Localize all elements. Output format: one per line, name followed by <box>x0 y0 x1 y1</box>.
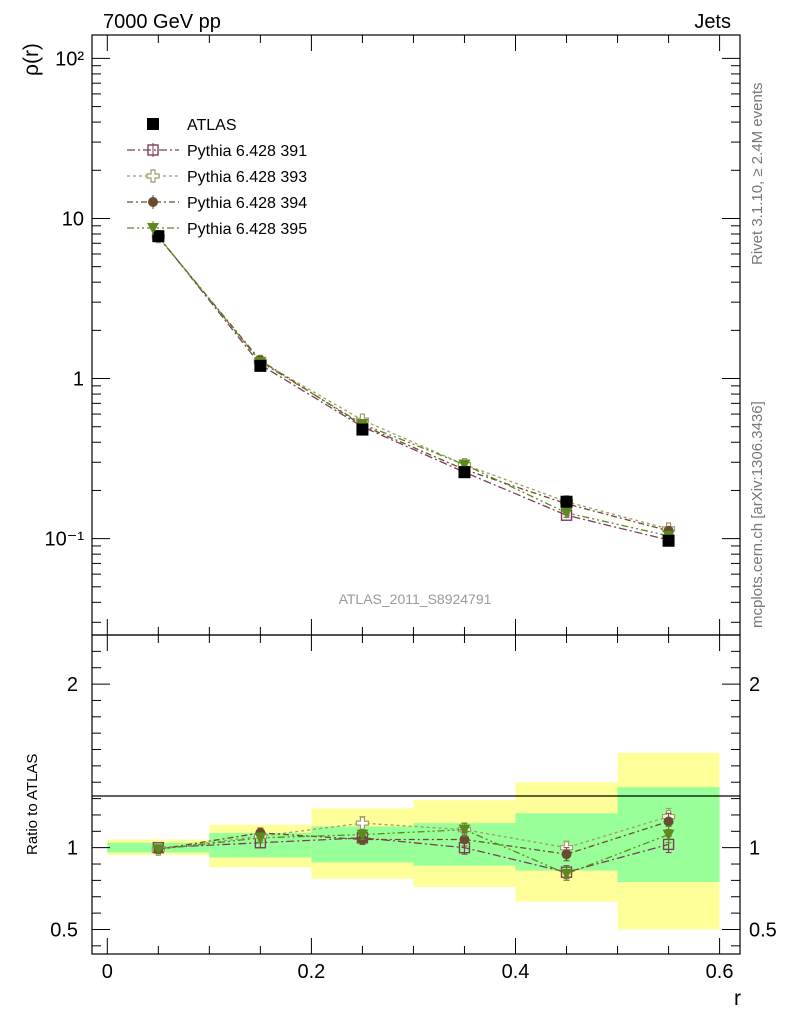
ratio-frame <box>91 634 741 955</box>
legend-item: ATLAS <box>147 117 237 134</box>
ratio-data-point <box>663 816 674 827</box>
series-pythia-6-428-395 <box>152 231 675 542</box>
data-point <box>458 466 471 479</box>
data-point <box>458 459 471 471</box>
ratio-series-line <box>158 829 669 875</box>
ratio-y-tick-label: 0.5 <box>50 919 78 941</box>
mcplots-label: mcplots.cern.ch [arXiv:1306.3436] <box>749 401 766 628</box>
energy-label: 7000 GeV pp <box>103 11 221 33</box>
x-tick-label: 0.6 <box>706 961 734 983</box>
main-y-axis-label: ρ(r) <box>20 43 43 76</box>
legend-item: Pythia 6.428 394 <box>127 195 307 212</box>
ratio-data-point <box>356 829 369 841</box>
series-line <box>157 236 669 532</box>
data-point <box>356 423 369 436</box>
data-point <box>662 534 675 547</box>
process-label: Jets <box>694 11 731 33</box>
series-line <box>157 236 669 530</box>
x-tick-label: 0.2 <box>297 961 325 983</box>
ratio-data-point <box>458 824 471 836</box>
data-point <box>560 507 573 519</box>
ratio-y-tick-label: 2 <box>67 674 78 696</box>
x-axis-label: r <box>734 987 741 1010</box>
legend-marker <box>147 144 159 156</box>
legend-marker <box>147 118 159 130</box>
ratio-data-point <box>459 834 470 845</box>
data-point <box>152 230 165 243</box>
ratio-y-tick-label-right: 0.5 <box>749 919 777 941</box>
ratio-series-line <box>158 820 669 855</box>
ratio-data-point <box>254 832 267 844</box>
main-y-tick-label: 10 <box>62 208 84 230</box>
series-atlas <box>152 230 675 547</box>
legend-label: Pythia 6.428 393 <box>187 169 307 186</box>
ratio-data-point <box>355 816 370 830</box>
main-panel: 10⁻¹ 1 10 10² <box>45 34 741 636</box>
legend-item: Pythia 6.428 395 <box>127 221 307 238</box>
ratio-y-axis-label: Ratio to ATLAS <box>24 754 41 855</box>
main-y-tick-label: 1 <box>73 369 84 391</box>
ratio-y-tick-label: 1 <box>67 838 78 860</box>
series-pythia-6-428-391 <box>152 230 675 546</box>
series-pythia-6-428-393 <box>151 230 676 536</box>
ratio-data-point <box>561 849 572 860</box>
legend-item: Pythia 6.428 393 <box>127 169 307 186</box>
rivet-label: Rivet 3.1.10, ≥ 2.4M events <box>749 83 766 266</box>
ratio-data-point <box>152 844 165 856</box>
x-tick-label: 0 <box>102 961 113 983</box>
legend-item: Pythia 6.428 391 <box>127 143 307 160</box>
analysis-watermark: ATLAS_2011_S8924791 <box>339 591 492 607</box>
ratio-series-pythia-6-428-395 <box>152 822 675 881</box>
data-point <box>254 359 267 372</box>
ratio-series-line <box>158 837 669 873</box>
x-tick-label: 0.4 <box>502 961 530 983</box>
series-line <box>157 235 669 541</box>
main-y-tick-label: 10² <box>55 48 84 70</box>
legend-label: ATLAS <box>187 117 237 134</box>
legend-label: Pythia 6.428 391 <box>187 143 307 160</box>
legend-marker <box>146 169 160 183</box>
ratio-data-point <box>662 829 675 841</box>
ratio-y-tick-label-right: 2 <box>749 674 760 696</box>
data-point <box>560 495 573 508</box>
legend: ATLAS Pythia 6.428 391 Pythia 6.428 393 Pyt… <box>127 117 307 238</box>
ratio-data-point <box>560 868 573 880</box>
main-y-tick-label: 10⁻¹ <box>45 529 85 551</box>
legend-label: Pythia 6.428 395 <box>187 221 307 238</box>
series-pythia-6-428-394 <box>153 232 674 536</box>
legend-marker <box>147 223 159 234</box>
ratio-y-tick-label-right: 1 <box>749 838 760 860</box>
series-line <box>157 236 669 537</box>
ratio-series-line <box>158 815 669 850</box>
legend-marker <box>148 197 158 207</box>
ratio-panel: 0.5 0.5 1 1 2 2 0 0.2 0.4 0.6 <box>50 634 777 983</box>
legend-label: Pythia 6.428 394 <box>187 195 307 212</box>
